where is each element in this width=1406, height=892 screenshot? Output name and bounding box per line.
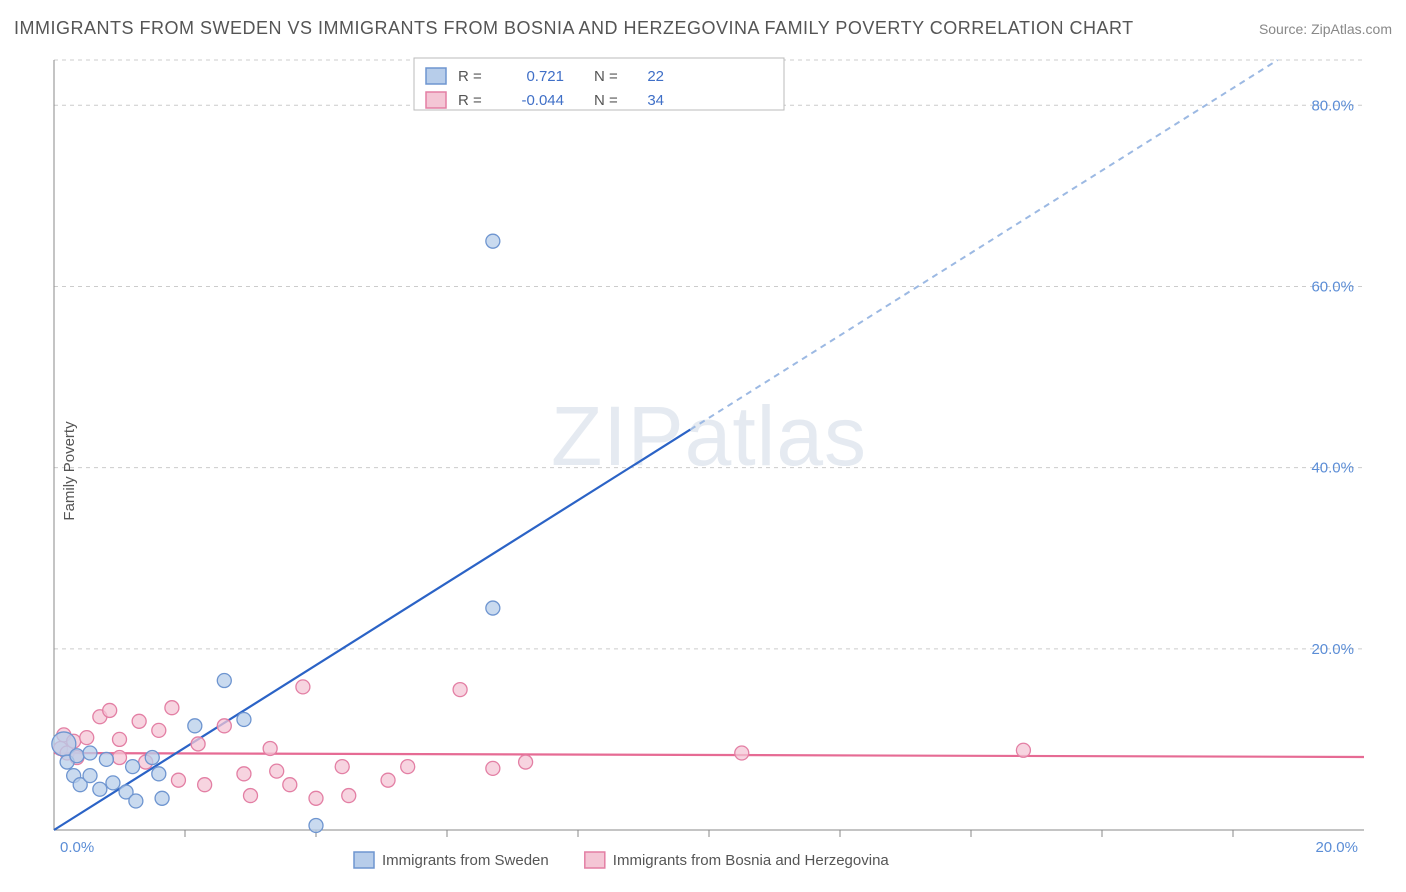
data-point [283,778,297,792]
data-point [453,683,467,697]
data-point [309,791,323,805]
data-point [1016,743,1030,757]
data-point [99,752,113,766]
data-point [129,794,143,808]
data-point [155,791,169,805]
source-attribution: Source: ZipAtlas.com [1259,21,1392,37]
svg-text:R =: R = [458,68,482,85]
legend-swatch [354,852,374,868]
data-point [106,776,120,790]
svg-text:20.0%: 20.0% [1315,839,1358,856]
data-point [342,789,356,803]
data-point [401,760,415,774]
title-bar: IMMIGRANTS FROM SWEDEN VS IMMIGRANTS FRO… [14,18,1392,39]
data-point [486,234,500,248]
data-point [191,737,205,751]
svg-text:0.0%: 0.0% [60,839,94,856]
y-axis-label: Family Poverty [61,421,78,520]
scatter-chart: 20.0% 40.0% 60.0% 80.0% 0.0% 20.0% ZIPatlas R =… [14,50,1406,892]
svg-text:R =: R = [458,92,482,109]
data-point [244,789,258,803]
data-point [80,731,94,745]
data-point [145,751,159,765]
svg-text:N =: N = [594,68,618,85]
data-point [103,703,117,717]
chart-container: Family Poverty 20.0%40.0%60.0%80.0%0.0%2… [14,50,1406,892]
data-point [263,741,277,755]
data-point [113,732,127,746]
svg-text:20.0%: 20.0% [1311,641,1354,658]
data-point [486,761,500,775]
data-point [165,701,179,715]
svg-text:60.0%: 60.0% [1311,278,1354,295]
svg-text:N =: N = [594,92,618,109]
data-point [93,782,107,796]
data-point [70,749,84,763]
data-point [270,764,284,778]
legend-label: Immigrants from Bosnia and Herzegovina [613,852,890,869]
data-point [83,769,97,783]
data-point [198,778,212,792]
data-point [217,674,231,688]
data-point [188,719,202,733]
svg-text:80.0%: 80.0% [1311,97,1354,114]
svg-text:0.721: 0.721 [526,68,564,85]
data-point [152,767,166,781]
legend-label: Immigrants from Sweden [382,852,549,869]
data-point [113,751,127,765]
chart-title: IMMIGRANTS FROM SWEDEN VS IMMIGRANTS FRO… [14,18,1134,39]
data-point [735,746,749,760]
data-point [171,773,185,787]
data-point [381,773,395,787]
svg-text:40.0%: 40.0% [1311,460,1354,477]
data-point [132,714,146,728]
data-point [152,723,166,737]
data-point [217,719,231,733]
svg-text:-0.044: -0.044 [521,92,564,109]
data-point [486,601,500,615]
data-point [519,755,533,769]
data-point [237,767,251,781]
svg-text:34: 34 [647,92,664,109]
data-point [83,746,97,760]
data-point [335,760,349,774]
svg-text:22: 22 [647,68,664,85]
data-point [126,760,140,774]
data-point [237,712,251,726]
data-point [309,818,323,832]
watermark: ZIPatlas [551,389,867,483]
legend-swatch [585,852,605,868]
data-point [296,680,310,694]
